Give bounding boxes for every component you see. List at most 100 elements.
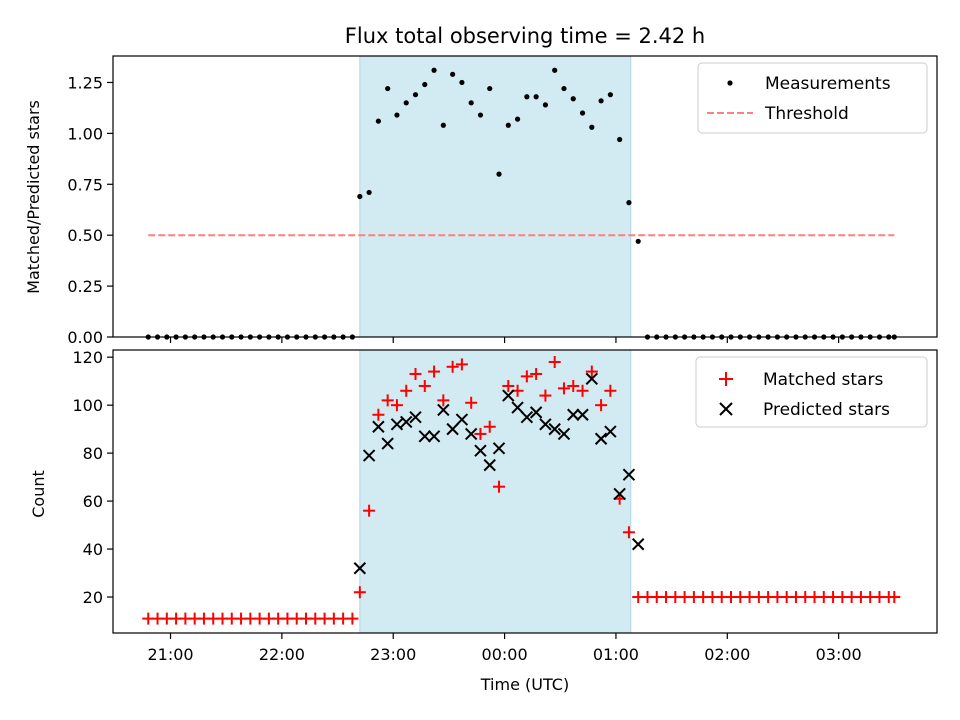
predicted-star-point — [372, 420, 385, 433]
measurement-point — [422, 81, 428, 88]
measurement-point — [403, 100, 409, 106]
matched-star-point — [622, 526, 635, 539]
matched-star-point — [390, 399, 403, 412]
top-y-tick-label: 0.75 — [67, 175, 103, 194]
matched-star-point — [557, 382, 570, 395]
measurement-point — [533, 94, 539, 100]
matched-star-point — [604, 384, 617, 397]
predicted-star-point — [567, 408, 580, 421]
measurement-point — [487, 85, 493, 92]
bottom-y-tick-label: 100 — [72, 396, 103, 415]
top-legend: Measurements Threshold — [697, 62, 928, 134]
predicted-star-point — [455, 413, 469, 426]
matched-star-point — [455, 358, 468, 371]
predicted-star-point — [604, 425, 617, 438]
matched-star-point — [493, 480, 506, 493]
predicted-star-point — [632, 538, 645, 551]
legend-measurements-label: Measurements — [765, 74, 891, 94]
matched-star-point — [474, 427, 487, 440]
matched-star-point — [567, 379, 580, 392]
matched-star-point — [363, 504, 376, 517]
predicted-star-point — [400, 415, 413, 429]
x-tick-label: 01:00 — [593, 645, 639, 664]
predicted-star-point — [511, 401, 524, 414]
bottom-y-tick-label: 40 — [83, 540, 103, 559]
measurement-point — [626, 200, 632, 206]
x-tick-label: 23:00 — [370, 645, 416, 664]
legend-measurements-marker — [727, 80, 733, 86]
predicted-star-point — [427, 430, 441, 443]
x-tick-label: 03:00 — [816, 645, 862, 664]
x-tick-label: 22:00 — [259, 645, 305, 664]
predicted-star-point — [437, 403, 450, 417]
matched-star-point — [539, 389, 552, 402]
bottom-y-tick-label: 120 — [72, 348, 103, 367]
predicted-star-point — [557, 427, 571, 441]
legend-matched-label: Matched stars — [763, 370, 883, 390]
top-y-tick-label: 0.25 — [67, 277, 103, 296]
panel-top: 0.00 0.25 0.50 0.75 1.00 1.25 Matched/Predict… — [24, 55, 938, 347]
legend-predicted-label: Predicted stars — [763, 400, 890, 420]
predicted-star-point — [492, 442, 506, 455]
measurement-point — [617, 136, 623, 143]
measurement-point — [524, 94, 530, 100]
predicted-star-point — [409, 410, 422, 424]
matched-star-point — [585, 365, 598, 378]
x-tick-label: 00:00 — [482, 645, 528, 664]
legend-predicted-marker — [719, 402, 733, 416]
predicted-star-point — [418, 430, 431, 443]
x-tick-label: 02:00 — [704, 645, 750, 664]
matched-star-point — [437, 394, 450, 407]
predicted-star-point — [362, 449, 376, 462]
legend-threshold-label: Threshold — [764, 104, 849, 124]
measurement-point — [589, 124, 595, 130]
predicted-star-point — [585, 372, 599, 385]
bottom-shaded-region — [359, 349, 632, 634]
matched-star-point — [483, 420, 496, 433]
matched-star-point — [418, 379, 431, 392]
measurement-point — [440, 122, 446, 128]
predicted-star-point — [390, 418, 404, 431]
measurement-point — [431, 67, 437, 73]
measurement-point — [598, 98, 604, 104]
predicted-star-point — [613, 487, 626, 501]
measurement-point — [496, 171, 502, 177]
top-y-tick-label: 1.25 — [67, 73, 103, 92]
top-y-tick-label: 1.00 — [67, 124, 103, 143]
predicted-star-point — [483, 458, 496, 472]
measurement-point — [375, 118, 381, 124]
predicted-star-point — [520, 410, 534, 424]
measurement-point — [357, 193, 363, 200]
top-shaded-region — [359, 55, 632, 338]
measurement-point — [552, 67, 558, 73]
measurement-point — [579, 110, 586, 116]
predicted-star-point — [539, 418, 552, 431]
measurement-point — [514, 116, 521, 122]
measurement-point — [542, 102, 549, 108]
matched-star-point — [381, 394, 394, 407]
predicted-star-point — [353, 562, 367, 575]
panel-bottom: 20 40 60 80 100 120 21:00 22:00 23:00 00:00 01:00… — [29, 348, 938, 694]
measurement-point — [385, 85, 391, 92]
matched-star-point — [520, 370, 533, 383]
measurement-point — [505, 122, 511, 128]
matched-star-point — [400, 384, 413, 397]
measurement-point — [450, 71, 456, 77]
predicted-star-point — [464, 427, 478, 441]
bottom-legend: Matched stars Predicted stars — [695, 356, 928, 428]
bottom-axes-frame — [112, 349, 938, 634]
matched-star-point — [409, 367, 422, 380]
figure-title: Flux total observing time = 2.42 h — [345, 24, 705, 48]
matched-star-point — [372, 408, 385, 421]
predicted-star-point — [622, 468, 636, 481]
measurement-point — [607, 92, 613, 98]
predicted-star-point — [576, 408, 589, 421]
matched-star-point — [346, 612, 359, 625]
predicted-star-point — [594, 432, 608, 445]
bottom-y-axis-label: Count — [29, 470, 48, 518]
measurement-point — [412, 92, 419, 98]
matched-star-point — [502, 379, 515, 392]
legend-matched-marker — [719, 372, 733, 386]
x-tick-label: 21:00 — [147, 645, 193, 664]
